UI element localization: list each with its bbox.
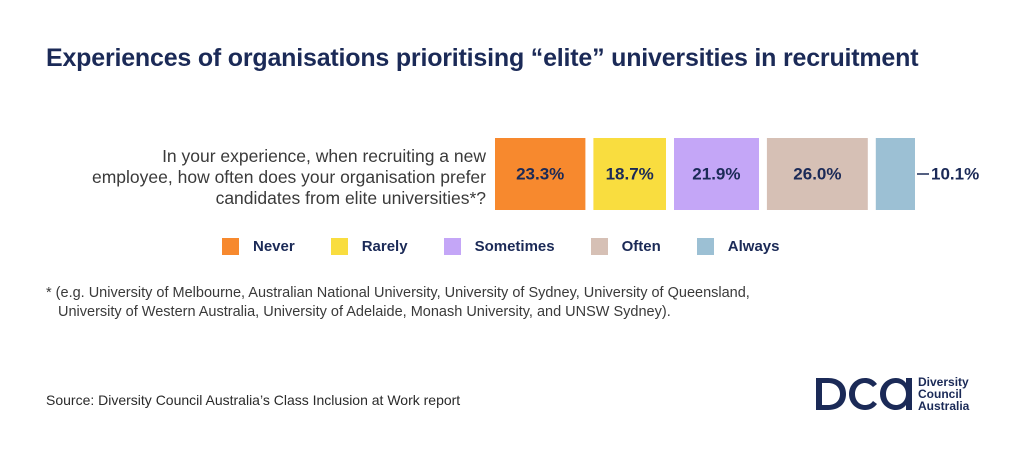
legend-swatch [590, 237, 608, 255]
footnote-line: * (e.g. University of Melbourne, Austral… [46, 285, 750, 301]
dca-logo: Diversity Council Australia [814, 374, 994, 414]
bar-always [875, 138, 915, 210]
footnote-line: University of Western Australia, Univers… [58, 304, 671, 320]
legend-label: Rarely [361, 237, 408, 255]
data-label-always: 10.1% [931, 165, 979, 184]
logo-line: Diversity [918, 375, 969, 389]
legend-swatch [443, 237, 461, 255]
question-line: In your experience, when recruiting a ne… [162, 146, 486, 166]
legend-item-rarely: Rarely [330, 237, 408, 255]
legend-label: Often [621, 237, 661, 255]
legend: Never Rarely Sometimes Often Always [222, 234, 816, 258]
legend-swatch [330, 237, 348, 255]
legend-label: Never [253, 237, 295, 255]
data-label-sometimes: 21.9% [692, 165, 740, 184]
data-label-never: 23.3% [516, 165, 564, 184]
legend-item-always: Always [696, 237, 780, 255]
dca-logo-mark [816, 378, 912, 410]
bar-rarely [593, 138, 666, 210]
source-note: Source: Diversity Council Australia’s Cl… [46, 392, 461, 408]
legend-item-sometimes: Sometimes [443, 237, 555, 255]
bars-group: 23.3% 18.7% 21.9% 26.0% 10.1% [495, 138, 979, 210]
legend-swatch [696, 237, 714, 255]
legend-swatch [222, 237, 239, 255]
question-line: candidates from elite universities*? [215, 188, 486, 208]
legend-item-never: Never [222, 237, 295, 255]
data-label-often: 26.0% [793, 165, 841, 184]
bar-never [495, 138, 586, 210]
legend-item-often: Often [590, 237, 661, 255]
question-line: employee, how often does your organisati… [92, 167, 486, 187]
chart-title: Experiences of organisations prioritisin… [46, 44, 919, 72]
legend-label: Always [727, 237, 780, 255]
bar-often [766, 138, 868, 210]
logo-line: Council [918, 387, 962, 401]
bar-sometimes [674, 138, 759, 210]
data-label-rarely: 18.7% [606, 165, 654, 184]
stacked-bar-chart: 23.3% 18.7% 21.9% 26.0% 10.1% [495, 138, 979, 210]
legend-label: Sometimes [474, 237, 555, 255]
logo-line: Australia [918, 399, 970, 413]
dca-logo-text: Diversity Council Australia [918, 376, 969, 412]
footnote: * (e.g. University of Melbourne, Austral… [46, 284, 750, 322]
question-text: In your experience, when recruiting a ne… [16, 146, 486, 209]
